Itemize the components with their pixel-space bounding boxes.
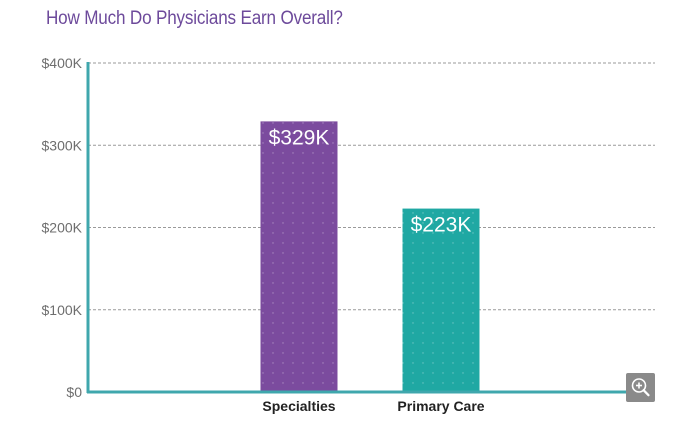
bar-value-label: $223K — [411, 214, 472, 237]
zoom-button[interactable] — [626, 373, 655, 402]
y-tick-label: $200K — [42, 220, 83, 236]
y-tick-label: $300K — [42, 137, 83, 153]
x-category-label: Primary Care — [397, 398, 484, 414]
zoom-in-icon — [631, 378, 650, 397]
chart-title: How Much Do Physicians Earn Overall? — [46, 8, 343, 29]
bar-value-label: $329K — [269, 126, 330, 149]
y-tick-label: $0 — [66, 384, 82, 400]
bar-texture — [402, 208, 480, 392]
y-tick-label: $400K — [42, 55, 83, 71]
x-category-label: Specialties — [262, 398, 335, 414]
bar-texture — [260, 121, 338, 393]
y-tick-label: $100K — [42, 302, 83, 318]
